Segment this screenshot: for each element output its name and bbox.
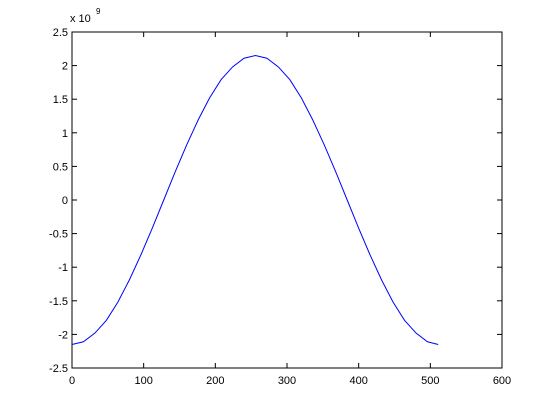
x-tick-label: 400: [349, 375, 367, 387]
y-tick-label: 0: [62, 195, 68, 207]
y-tick-label: 1: [62, 128, 68, 140]
y-exponent: 9: [96, 7, 101, 16]
x-tick-label: 500: [421, 375, 439, 387]
x-tick-label: 200: [206, 375, 224, 387]
y-multiplier: x 10: [70, 13, 91, 25]
y-tick-label: -2.5: [49, 363, 68, 375]
x-tick-label: 600: [493, 375, 511, 387]
y-tick-label: -1.5: [49, 296, 68, 308]
line-series: [71, 55, 439, 345]
x-tick-label: 0: [69, 375, 75, 387]
x-tick-label: 300: [278, 375, 296, 387]
y-tick-label: 1.5: [53, 94, 68, 106]
y-tick-label: -0.5: [49, 229, 68, 241]
y-tick-label: 0.5: [53, 161, 68, 173]
y-tick-label: 2.5: [53, 27, 68, 39]
plot-area: [71, 31, 503, 369]
y-tick-label: -1: [58, 262, 68, 274]
x-tick-label: 100: [134, 375, 152, 387]
y-tick-label: -2: [58, 329, 68, 341]
y-tick-label: 2: [62, 61, 68, 73]
